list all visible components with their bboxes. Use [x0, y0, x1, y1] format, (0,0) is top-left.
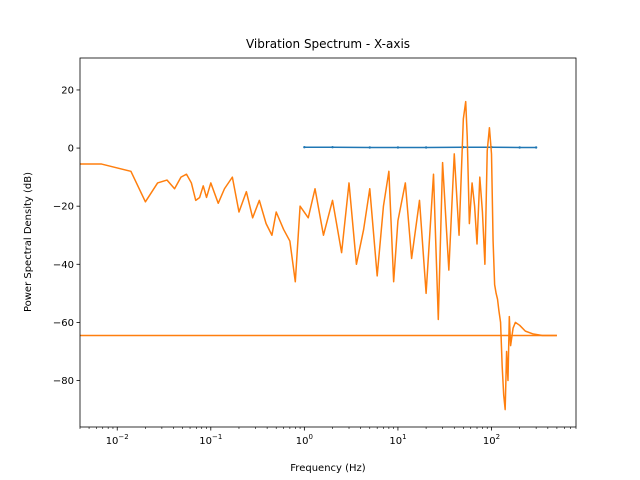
- x-tick-label: 10−1: [199, 433, 222, 447]
- series-point-0: [534, 146, 538, 149]
- series-layer: [80, 100, 557, 411]
- y-tick-label: −60: [53, 318, 74, 329]
- series-point-0: [331, 146, 334, 149]
- y-tick-label: 0: [68, 144, 74, 155]
- x-tick-label: 10−2: [106, 433, 129, 447]
- series-point-0: [303, 146, 306, 149]
- series-point-0: [368, 146, 371, 149]
- chart-title: Vibration Spectrum - X-axis: [246, 37, 410, 51]
- y-tick-label: 20: [61, 85, 74, 96]
- y-axis: 20 0 −20 −40 −60 −80: [53, 85, 80, 387]
- series-point-0: [424, 146, 428, 149]
- plot-area: [80, 100, 557, 411]
- x-tick-label: 100: [296, 433, 313, 447]
- y-tick-label: −80: [53, 376, 74, 387]
- x-tick-label: 101: [389, 433, 406, 447]
- plot-frame: [79, 57, 577, 428]
- x-axis-label: Frequency (Hz): [290, 463, 366, 474]
- y-axis-label: Power Spectral Density (dB): [23, 172, 34, 312]
- series-point-0: [518, 146, 521, 149]
- y-tick-label: −20: [53, 202, 74, 213]
- x-tick-label: 102: [483, 433, 500, 447]
- x-axis: 10−2 10−1 100 101 102: [79, 427, 577, 447]
- series-line-1: [80, 100, 557, 411]
- series-point-0: [396, 146, 400, 149]
- y-tick-label: −40: [53, 260, 74, 271]
